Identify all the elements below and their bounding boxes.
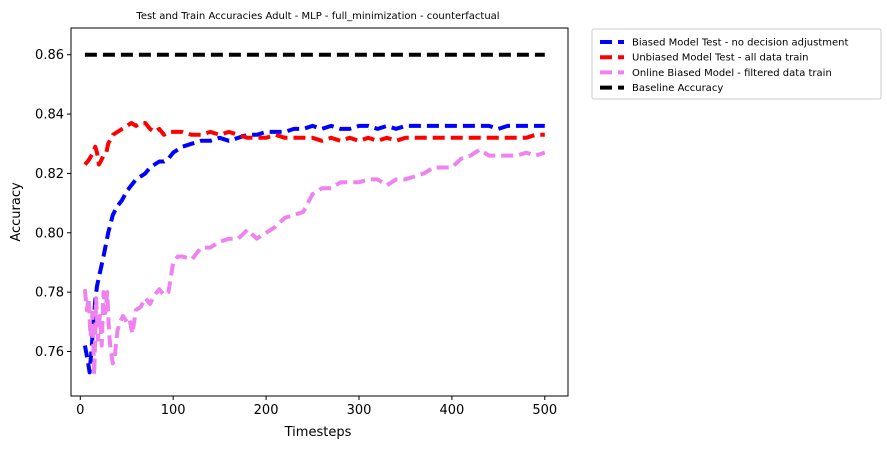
chart-title: Test and Train Accuracies Adult - MLP - … — [135, 11, 499, 22]
series-line-3 — [82, 147, 546, 378]
y-axis-label: Accuracy — [9, 182, 24, 242]
y-tick-label: 0.80 — [35, 226, 64, 241]
x-tick-label: 300 — [347, 403, 372, 418]
series-line-2 — [83, 121, 545, 167]
x-axis: 0 100 200 300 400 500 — [76, 396, 557, 418]
legend-label: Online Biased Model - filtered data trai… — [632, 68, 832, 79]
plot-frame — [70, 27, 569, 397]
x-tick-label: 200 — [254, 403, 279, 418]
y-tick-label: 0.78 — [35, 286, 64, 301]
x-axis-label: Timesteps — [284, 425, 352, 440]
legend-label: Unbiased Model Test - all data train — [632, 53, 809, 64]
y-tick-label: 0.86 — [35, 48, 64, 63]
y-tick-label: 0.76 — [35, 345, 64, 360]
y-axis: 0.76 0.78 0.80 0.82 0.84 0.86 — [35, 48, 71, 360]
series-line-1 — [82, 123, 545, 375]
legend-label: Baseline Accuracy — [632, 83, 723, 94]
plot-lines — [82, 52, 546, 378]
x-tick-label: 0 — [76, 403, 84, 418]
x-tick-label: 500 — [532, 403, 557, 418]
legend-box — [591, 28, 882, 100]
x-tick-label: 400 — [439, 403, 464, 418]
legend: Biased Model Test - no decision adjustme… — [591, 28, 882, 100]
x-tick-label: 100 — [161, 403, 186, 418]
legend-label: Biased Model Test - no decision adjustme… — [632, 38, 849, 49]
y-tick-label: 0.84 — [35, 108, 64, 123]
y-tick-label: 0.82 — [35, 167, 64, 182]
